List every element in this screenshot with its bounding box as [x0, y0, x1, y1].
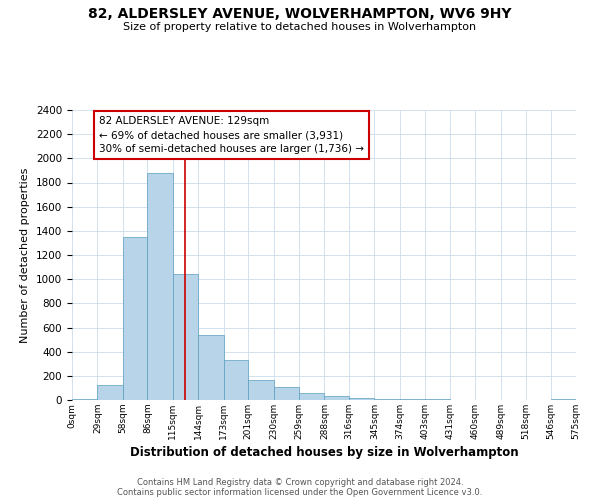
Bar: [148, 173, 173, 400]
Y-axis label: Number of detached properties: Number of detached properties: [20, 168, 31, 342]
Bar: [551, 399, 576, 400]
Bar: [224, 360, 248, 400]
Bar: [349, 398, 374, 400]
Text: 82 ALDERSLEY AVENUE: 129sqm
← 69% of detached houses are smaller (3,931)
30% of : 82 ALDERSLEY AVENUE: 129sqm ← 69% of det…: [99, 116, 364, 154]
Bar: [173, 274, 198, 400]
Bar: [198, 335, 224, 400]
Bar: [374, 399, 400, 400]
Text: Size of property relative to detached houses in Wolverhampton: Size of property relative to detached ho…: [124, 22, 476, 32]
Text: Contains HM Land Registry data © Crown copyright and database right 2024.: Contains HM Land Registry data © Crown c…: [137, 478, 463, 487]
Text: Contains public sector information licensed under the Open Government Licence v3: Contains public sector information licen…: [118, 488, 482, 497]
Bar: [325, 396, 349, 400]
Bar: [97, 385, 123, 400]
Bar: [248, 380, 274, 400]
Bar: [274, 388, 299, 400]
Text: Distribution of detached houses by size in Wolverhampton: Distribution of detached houses by size …: [130, 446, 518, 459]
Bar: [299, 393, 325, 400]
Bar: [123, 237, 148, 400]
Text: 82, ALDERSLEY AVENUE, WOLVERHAMPTON, WV6 9HY: 82, ALDERSLEY AVENUE, WOLVERHAMPTON, WV6…: [88, 8, 512, 22]
